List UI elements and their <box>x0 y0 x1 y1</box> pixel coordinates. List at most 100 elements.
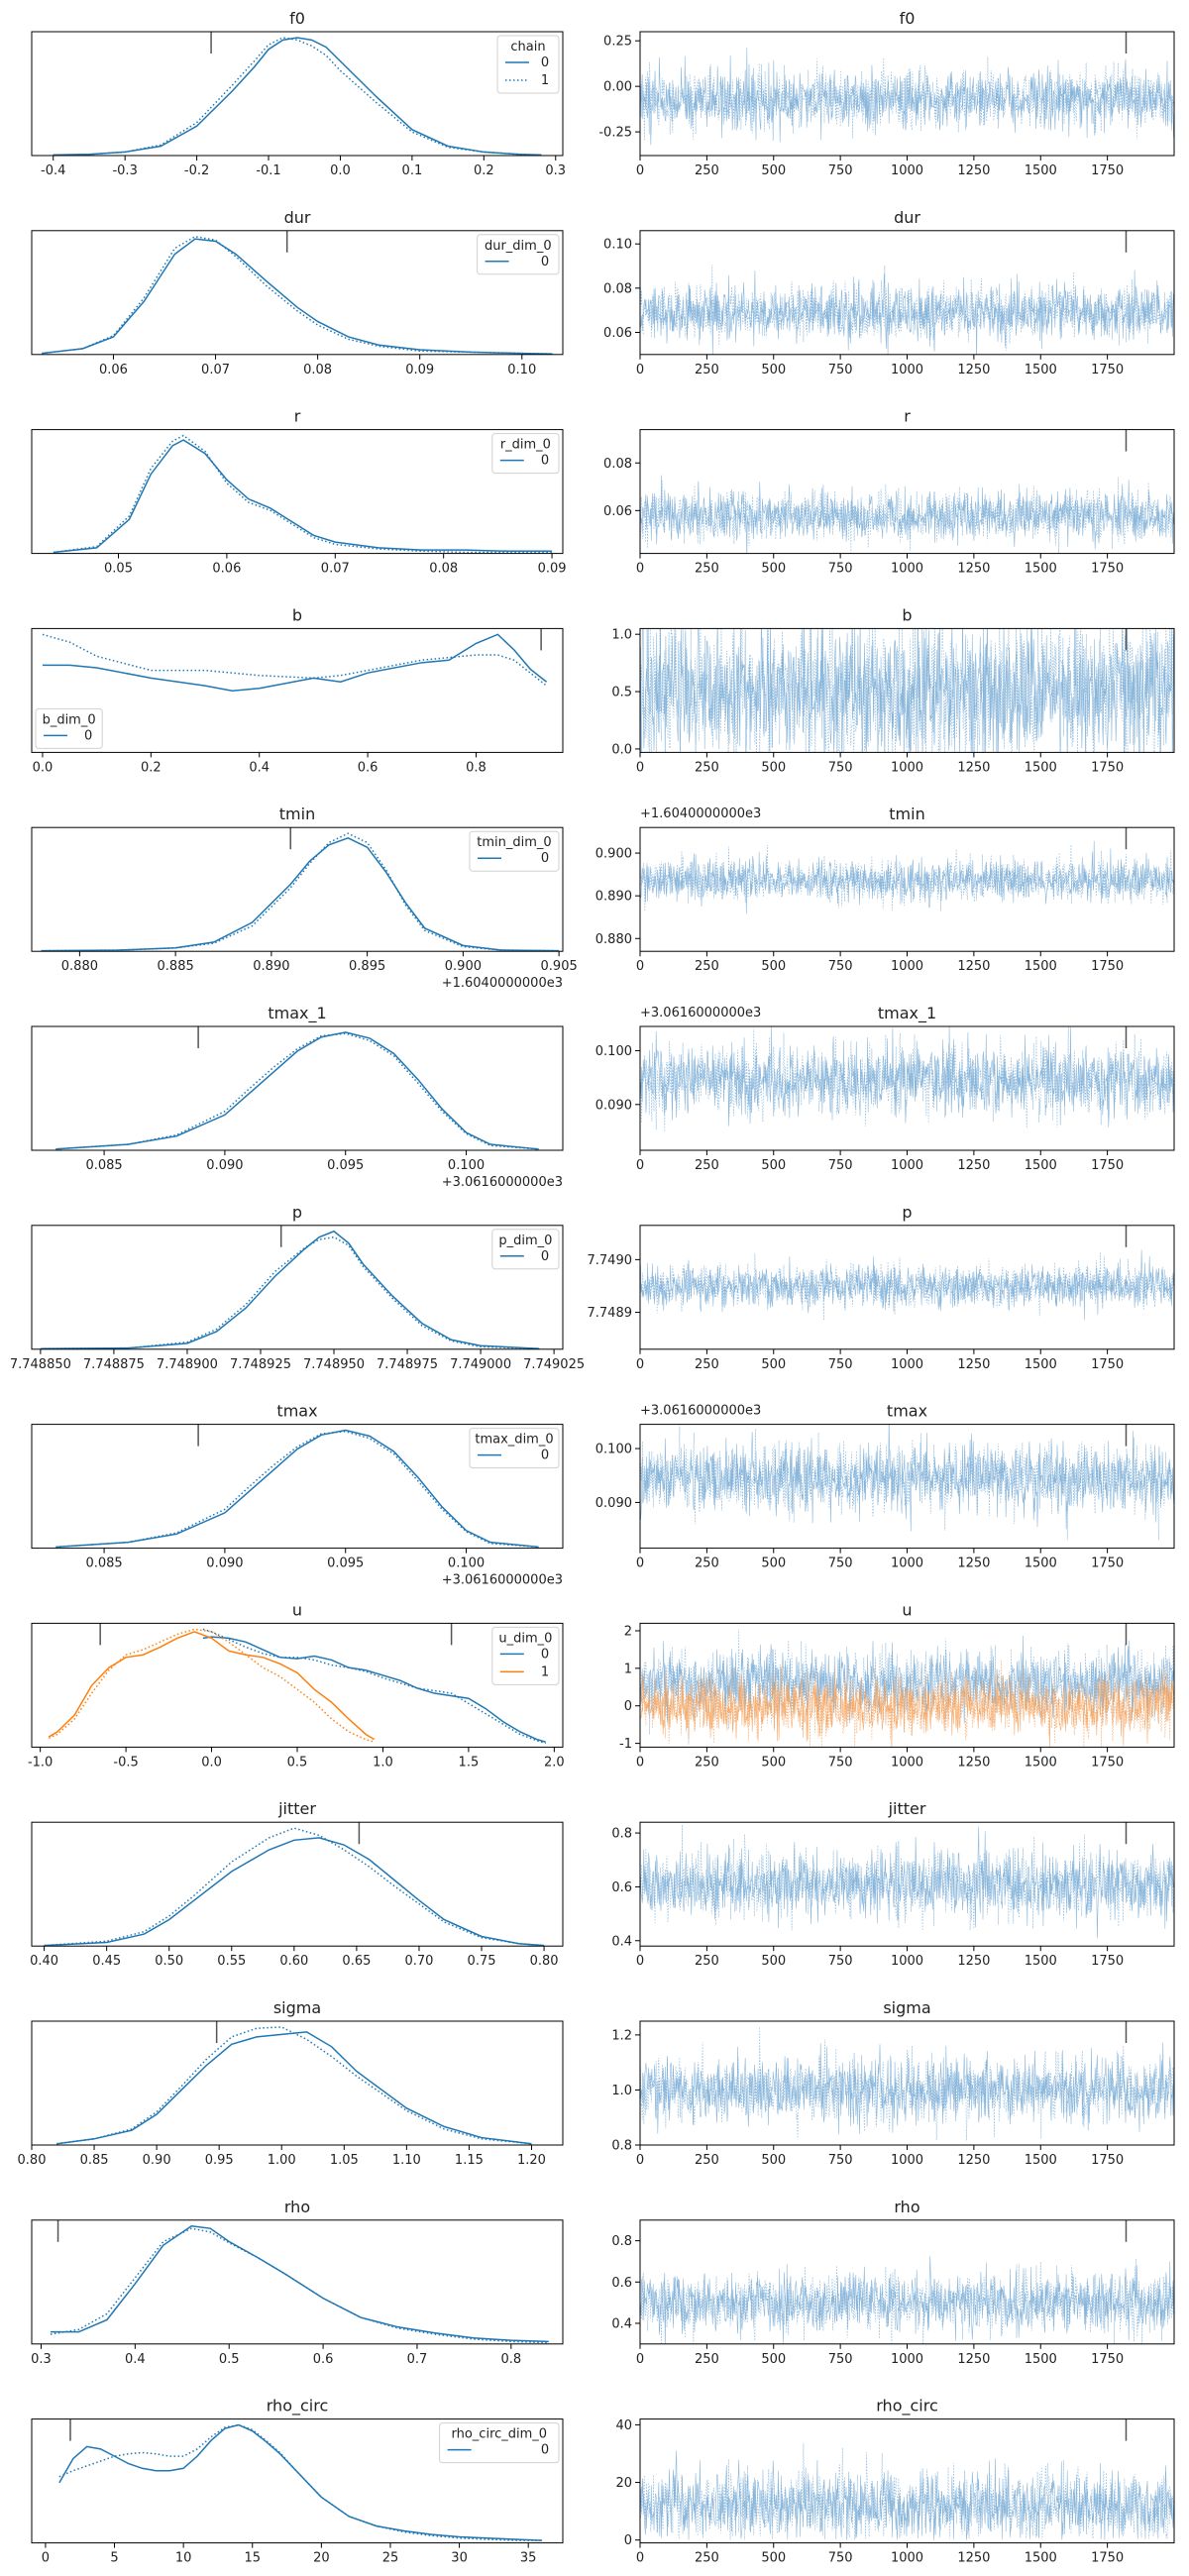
r-trace-xtick-label: 0 <box>636 562 644 577</box>
p-density-plot-area <box>40 1230 540 1349</box>
sigma-trace-xtick-label: 1000 <box>891 2153 923 2168</box>
tmax-1-density-xtick-label: 0.100 <box>448 1158 485 1173</box>
sigma-trace-xtick-label: 250 <box>695 2153 719 2168</box>
dur-trace-trace-0-chain-1-line <box>640 265 1174 351</box>
jitter-density-xtick-label: 0.55 <box>217 1954 246 1969</box>
dur-trace-xtick-label: 1500 <box>1025 363 1057 377</box>
b-trace-panel: b 0 250 500 750 1000 1250 1500 1750 0.0 0.5 1.0 <box>611 605 1175 775</box>
sigma-trace-trace-0-chain-1-line <box>640 2026 1174 2141</box>
f0-density-series-1-dotted-line <box>53 37 542 156</box>
sigma-density-axes-frame <box>31 2020 564 2146</box>
r-density-axes-frame <box>31 429 564 555</box>
jitter-trace-xtick-label: 1750 <box>1091 1954 1124 1969</box>
rho-density-xtick-label: 0.7 <box>407 2352 428 2367</box>
dur-density-xtick-label: 0.06 <box>99 363 128 377</box>
rho-circ-density-xtick-label: 15 <box>244 2551 261 2566</box>
dur-density-xtick-label: 0.10 <box>507 363 536 377</box>
rho-circ-trace-plot-area <box>640 2443 1174 2540</box>
f0-density-title: f0 <box>289 9 305 28</box>
tmax-trace-xtick-label: 0 <box>636 1556 644 1571</box>
p-trace-xtick-label: 750 <box>828 1357 853 1372</box>
r-density-legend-box <box>491 433 560 475</box>
rho-circ-density-plot-area <box>58 2423 543 2541</box>
u-density-xtick-label: 2.0 <box>544 1755 565 1770</box>
f0-trace-trace-0-chain-0-line <box>640 47 1174 146</box>
dur-density-legend: dur_dim_00 <box>477 234 560 275</box>
r-trace-xtick-label: 1500 <box>1025 562 1057 577</box>
b-density-xtick-label: 0.6 <box>358 760 378 775</box>
tmin-density-xtick-label: 0.880 <box>61 959 98 974</box>
tmax-trace-xtick-label: 750 <box>828 1556 853 1571</box>
rho-density-title: rho <box>284 2198 310 2216</box>
rho-density-axes-frame <box>31 2219 564 2345</box>
rho-circ-density-xtick-label: 5 <box>110 2551 118 2566</box>
jitter-trace-ytick-label: 0.6 <box>611 1880 632 1895</box>
dur-density-title: dur <box>284 208 311 227</box>
f0-density-xtick-label: 0.2 <box>474 163 494 178</box>
sigma-trace-trace-0-chain-0-line <box>640 2042 1174 2135</box>
jitter-density-panel: jitter 0.40 0.45 0.50 0.55 0.60 0.65 0.70 0.75 0.… <box>30 1799 564 1969</box>
rho-circ-density-xtick-label: 10 <box>175 2551 192 2566</box>
r-trace-xtick-label: 500 <box>761 562 786 577</box>
tmax-trace-xtick-label: 500 <box>761 1556 786 1571</box>
f0-density-xtick-label: 0.3 <box>545 163 566 178</box>
rho-circ-density-title: rho_circ <box>267 2397 329 2416</box>
f0-density-legend-title: chain <box>510 40 545 54</box>
tmin-trace-xtick-label: 250 <box>695 959 719 974</box>
b-trace-xtick-label: 0 <box>636 760 644 775</box>
rho-density-panel: rho 0.3 0.4 0.5 0.6 0.7 0.8 <box>31 2198 564 2367</box>
rho-circ-trace-ytick-label: 0 <box>624 2533 632 2548</box>
b-density-panel: b 0.0 0.2 0.4 0.6 0.8 b_dim_00 <box>31 605 564 775</box>
rho-circ-trace-axes-frame <box>639 2418 1175 2544</box>
r-density-xtick-label: 0.07 <box>321 562 350 577</box>
jitter-density-series-1-dotted-line <box>44 1827 545 1947</box>
rho-circ-trace-trace-0-chain-1-line <box>640 2443 1174 2540</box>
f0-density-legend-label: 0 <box>541 55 549 70</box>
b-trace-xtick-label: 1000 <box>891 760 923 775</box>
rho-density-xtick-label: 0.8 <box>500 2352 521 2367</box>
rho-circ-density-legend-label: 0 <box>541 2443 549 2458</box>
jitter-density-xtick-label: 0.75 <box>468 1954 496 1969</box>
r-trace-panel: r 0 250 500 750 1000 1250 1500 1750 0.06 0.08 <box>603 407 1175 577</box>
p-density-legend-label: 0 <box>541 1249 549 1264</box>
dur-trace-xtick-label: 1000 <box>891 363 923 377</box>
jitter-density-xtick-label: 0.60 <box>279 1954 308 1969</box>
tmax-density-axis-offset: +3.0616000000e3 <box>442 1573 563 1588</box>
r-density-title: r <box>294 407 301 426</box>
dur-density-axes-frame <box>31 230 564 356</box>
f0-density-legend-label: 1 <box>541 73 549 88</box>
jitter-density-series-0-solid-line <box>44 1837 545 1947</box>
rho-density-xtick-label: 0.4 <box>125 2352 146 2367</box>
r-density-series-0-solid-line <box>53 439 553 554</box>
tmax-1-trace-ytick-label: 0.100 <box>595 1044 632 1059</box>
dur-trace-ytick-label: 0.08 <box>603 281 632 296</box>
tmax-trace-xtick-label: 1500 <box>1025 1556 1057 1571</box>
p-density-xtick-label: 7.748900 <box>157 1357 218 1372</box>
rho-circ-density-axes-frame <box>31 2418 564 2544</box>
u-density-xtick-label: -0.5 <box>113 1755 138 1770</box>
jitter-density-xtick-label: 0.50 <box>155 1954 183 1969</box>
r-density-legend: r_dim_00 <box>491 433 560 475</box>
tmin-trace-xtick-label: 0 <box>636 959 644 974</box>
rho-circ-density-legend: rho_circ_dim_00 <box>439 2422 560 2464</box>
r-density-xtick-label: 0.05 <box>104 562 133 577</box>
tmin-density-xtick-label: 0.900 <box>445 959 482 974</box>
tmin-trace-xtick-label: 750 <box>828 959 853 974</box>
rho-circ-trace-xtick-label: 1750 <box>1091 2551 1124 2566</box>
jitter-trace-xtick-label: 1000 <box>891 1954 923 1969</box>
f0-trace-xtick-label: 1500 <box>1025 163 1057 178</box>
rho-circ-density-xtick-label: 20 <box>313 2551 330 2566</box>
u-trace-xtick-label: 1500 <box>1025 1755 1057 1770</box>
sigma-density-plot-area <box>56 2026 532 2145</box>
rho-trace-trace-0-chain-0-line <box>640 2256 1174 2344</box>
jitter-trace-trace-0-chain-1-line <box>640 1824 1174 1931</box>
tmin-density-legend-box <box>469 830 560 872</box>
r-density-xtick-label: 0.08 <box>429 562 458 577</box>
tmin-trace-xtick-label: 1750 <box>1091 959 1124 974</box>
b-trace-trace-0-chain-1-line <box>640 628 1174 753</box>
u-density-xtick-label: 1.0 <box>373 1755 393 1770</box>
rho-density-plot-area <box>50 2224 549 2344</box>
p-density-legend-title: p_dim_0 <box>498 1234 552 1248</box>
dur-trace-ytick-label: 0.06 <box>603 326 632 341</box>
